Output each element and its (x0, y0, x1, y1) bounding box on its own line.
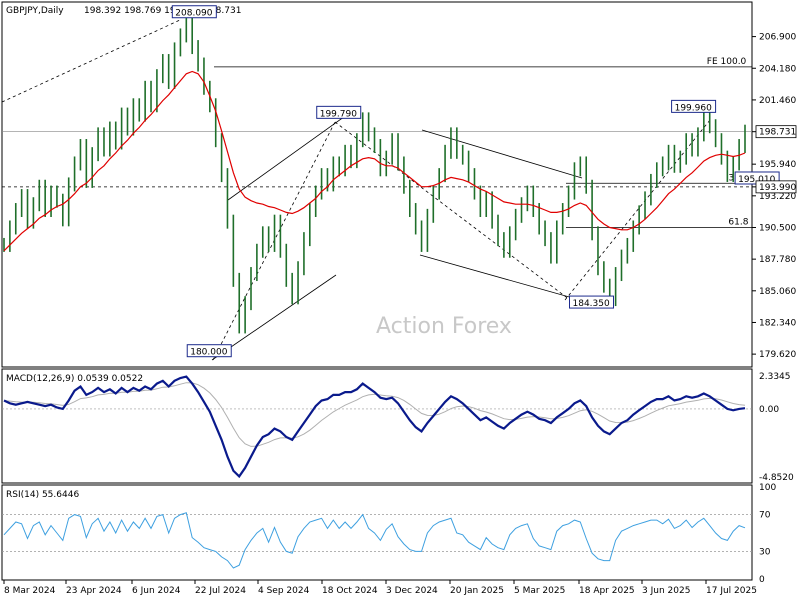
x-tick-label: 17 Jul 2025 (706, 586, 757, 596)
rsi-layer: 100 70 30 0 (2, 483, 776, 585)
price-annotation-label: 199.960 (675, 103, 712, 113)
x-tick-label: 8 Mar 2024 (4, 586, 56, 596)
x-tick-label: 3 Dec 2024 (386, 586, 438, 596)
fib-level-label: 61.8 (728, 217, 748, 227)
rsi-label: RSI(14) 55.6446 (6, 490, 79, 500)
x-tick-label: 5 Mar 2025 (514, 586, 565, 596)
price-tick-label: 201.460 (759, 96, 796, 106)
price-annotation-box (171, 5, 217, 19)
price-annotation-label: 208.090 (175, 9, 212, 19)
trend-line (421, 129, 583, 179)
price-axis-layer: 206.900 204.180 201.460 198.731 195.940 193.9… (752, 33, 797, 360)
price-tick-label: 204.180 (759, 64, 796, 74)
macd-panel-frame (1, 368, 753, 484)
macd-tick-label: 0.00 (759, 405, 779, 415)
price-series-layer (3, 15, 746, 334)
macd-layer: 2.3345 0.00 -4.8520 (2, 372, 794, 483)
watermark: Action Forex (376, 314, 512, 339)
x-tick-label: 4 Sep 2024 (258, 586, 310, 596)
price-annotation-box (186, 344, 232, 358)
trend-line (1, 19, 181, 103)
ma-layer (3, 70, 746, 252)
macd-label: MACD(12,26,9) 0.0539 0.0522 (6, 374, 143, 384)
price-tick-label: 206.900 (759, 33, 796, 43)
price-annotation-label: 180.000 (190, 348, 227, 358)
x-tick-label: 18 Oct 2024 (322, 586, 378, 596)
trend-line (564, 119, 711, 301)
x-tick-label: 20 Jan 2025 (450, 586, 504, 596)
price-tick-box (755, 125, 797, 139)
trend-line (227, 113, 349, 201)
ohlc-label: 198.392 198.769 198.202 198.731 (84, 6, 241, 16)
x-axis-layer: 8 Mar 2024 23 Apr 2024 6 Jun 2024 22 Jul 20… (3, 580, 757, 596)
trend-line (334, 121, 571, 301)
rsi-tick-label: 30 (759, 547, 771, 557)
rsi-line (3, 512, 746, 569)
x-tick-label: 6 Jun 2024 (132, 586, 181, 596)
price-annotation-box (316, 105, 362, 119)
price-panel-frame (1, 1, 753, 368)
x-tick-label: 22 Jul 2024 (195, 586, 246, 596)
symbol-label: GBPJPY,Daily (6, 6, 64, 16)
x-tick-label: 23 Apr 2024 (66, 586, 122, 596)
price-tick-label: 179.620 (759, 350, 796, 360)
x-tick-label: 18 Apr 2025 (579, 586, 635, 596)
macd-line (3, 375, 746, 479)
trend-lines-layer: FE 100.038.261.8 (1, 19, 752, 361)
macd-tick-label: -4.8520 (759, 473, 794, 483)
price-annotation-label: 195.010 (738, 175, 775, 185)
rsi-tick-label: 0 (759, 575, 765, 585)
trend-line (419, 254, 581, 301)
rsi-tick-label: 70 (759, 511, 771, 521)
price-tick-label: 185.060 (759, 287, 796, 297)
price-tick-label: 193.220 (759, 192, 796, 202)
macd-tick-label: 2.3345 (759, 372, 791, 382)
rsi-panel-frame (1, 484, 753, 581)
price-tick-label: 193.990 (759, 183, 796, 193)
price-tick-label: 190.500 (759, 223, 796, 233)
rsi-tick-label: 100 (759, 483, 776, 493)
annotations-layer: 208.090 199.790 180.000 184.350 199.960 195.0… (171, 5, 780, 358)
price-tick-label: 187.780 (759, 255, 796, 265)
fib-level-label: FE 100.0 (707, 57, 747, 67)
x-tick-label: 3 Jun 2025 (642, 586, 690, 596)
moving-average-line (3, 70, 746, 252)
price-annotation-box (569, 295, 614, 309)
price-annotation-box (671, 99, 717, 113)
trend-line (211, 274, 337, 361)
price-annotation-label: 199.790 (320, 109, 357, 119)
price-annotation-label: 184.350 (573, 299, 610, 309)
grid-layer (2, 131, 752, 188)
price-tick-label: 198.731 (759, 128, 796, 138)
price-tick-label: 195.940 (759, 160, 796, 170)
price-tick-label: 182.340 (759, 318, 796, 328)
price-tick-box (755, 180, 797, 194)
